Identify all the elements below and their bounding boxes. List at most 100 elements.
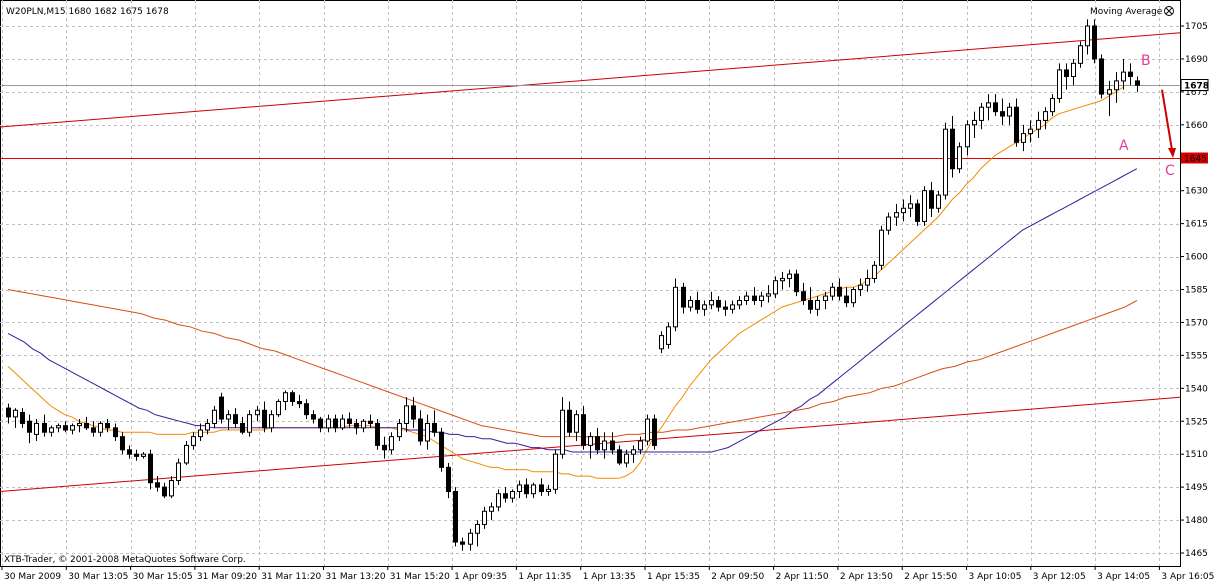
candle-body — [610, 440, 615, 451]
candle-body — [240, 422, 245, 433]
candle-body — [184, 444, 189, 464]
level-price-value: 1645 — [1184, 155, 1207, 165]
candle — [574, 410, 579, 442]
y-tick-label: 1525 — [1185, 417, 1208, 427]
candle-body — [879, 229, 884, 266]
candle-body — [468, 532, 473, 545]
candle — [446, 462, 451, 499]
candle-body — [766, 293, 771, 297]
candle — [851, 287, 856, 308]
candle — [184, 441, 189, 466]
candle-body — [460, 541, 465, 545]
candle — [986, 94, 991, 121]
candle — [539, 478, 544, 496]
candle-body — [1021, 133, 1026, 143]
candle — [389, 432, 394, 455]
candle — [105, 419, 110, 433]
candle — [191, 432, 196, 450]
candle — [631, 445, 636, 463]
candle — [27, 414, 32, 444]
candle — [858, 278, 863, 297]
y-tick-label: 1615 — [1185, 220, 1208, 230]
candle-body — [780, 278, 785, 282]
candle — [347, 412, 352, 428]
candle — [1057, 63, 1062, 103]
candle-body — [752, 295, 757, 301]
candle — [823, 291, 828, 310]
candle-body — [27, 420, 32, 433]
candle — [70, 423, 75, 435]
candle-body — [908, 203, 913, 209]
candle-body — [709, 299, 714, 306]
candle-body — [191, 436, 196, 446]
candle-body — [425, 422, 430, 442]
candle — [879, 225, 884, 270]
wave-label-a: A — [1119, 138, 1129, 154]
candle — [553, 449, 558, 494]
candle — [482, 506, 487, 529]
candle — [489, 502, 494, 521]
candle-body — [631, 449, 636, 455]
candle — [34, 419, 39, 442]
candle-body — [91, 427, 96, 433]
candle-body — [1036, 119, 1041, 130]
candle-body — [496, 493, 501, 508]
level-price-box: 1645 — [1181, 152, 1208, 165]
candle — [1121, 58, 1126, 90]
candle — [169, 476, 174, 499]
x-tick-label: 3 Apr 12:05 — [1033, 572, 1086, 582]
candle — [752, 287, 757, 305]
candle-body — [404, 405, 409, 424]
y-tick-label: 1540 — [1185, 384, 1208, 394]
candle — [957, 142, 962, 174]
candle-body — [84, 422, 89, 429]
candle-body — [20, 411, 25, 424]
candle — [837, 278, 842, 301]
candle-body — [688, 299, 693, 308]
candle — [1000, 98, 1005, 125]
candle-body — [823, 295, 828, 301]
candle-body — [70, 425, 75, 431]
candle — [645, 414, 650, 446]
candle — [901, 199, 906, 222]
candle-body — [162, 486, 167, 497]
candle-body — [517, 484, 522, 493]
candle — [1071, 58, 1076, 86]
x-tick-label: 2 Apr 09:50 — [711, 572, 764, 582]
candle — [475, 520, 480, 547]
candle — [333, 414, 338, 433]
x-tick-label: 1 Apr 11:35 — [518, 572, 571, 582]
candle-body — [986, 102, 991, 108]
candle-body — [723, 306, 728, 310]
candle-body — [1128, 71, 1133, 78]
candle-body — [957, 146, 962, 170]
candle-body — [965, 124, 970, 148]
candle — [950, 116, 955, 178]
candle — [688, 296, 693, 312]
candle — [354, 419, 359, 435]
x-tick-label: 1 Apr 15:35 — [647, 572, 700, 582]
candles — [6, 19, 1140, 551]
level-price-box-bg — [1181, 152, 1208, 164]
candle — [943, 122, 948, 200]
x-tick-label: 3 Apr 10:05 — [969, 572, 1022, 582]
candle-body — [326, 418, 331, 429]
close-icon[interactable] — [1164, 6, 1174, 16]
candle — [155, 476, 160, 492]
candle — [361, 419, 366, 433]
candle-body — [503, 493, 508, 499]
candle-body — [730, 304, 735, 310]
candle-body — [1007, 106, 1012, 117]
candle — [77, 419, 82, 433]
candle — [226, 410, 231, 431]
candle — [844, 287, 849, 308]
projection-arrow — [1161, 89, 1176, 158]
candle — [432, 410, 437, 437]
candle — [439, 427, 444, 472]
candle-body — [42, 422, 47, 433]
candle-body — [311, 414, 316, 420]
candle — [808, 287, 813, 314]
candle — [624, 449, 629, 468]
candle — [6, 403, 11, 424]
